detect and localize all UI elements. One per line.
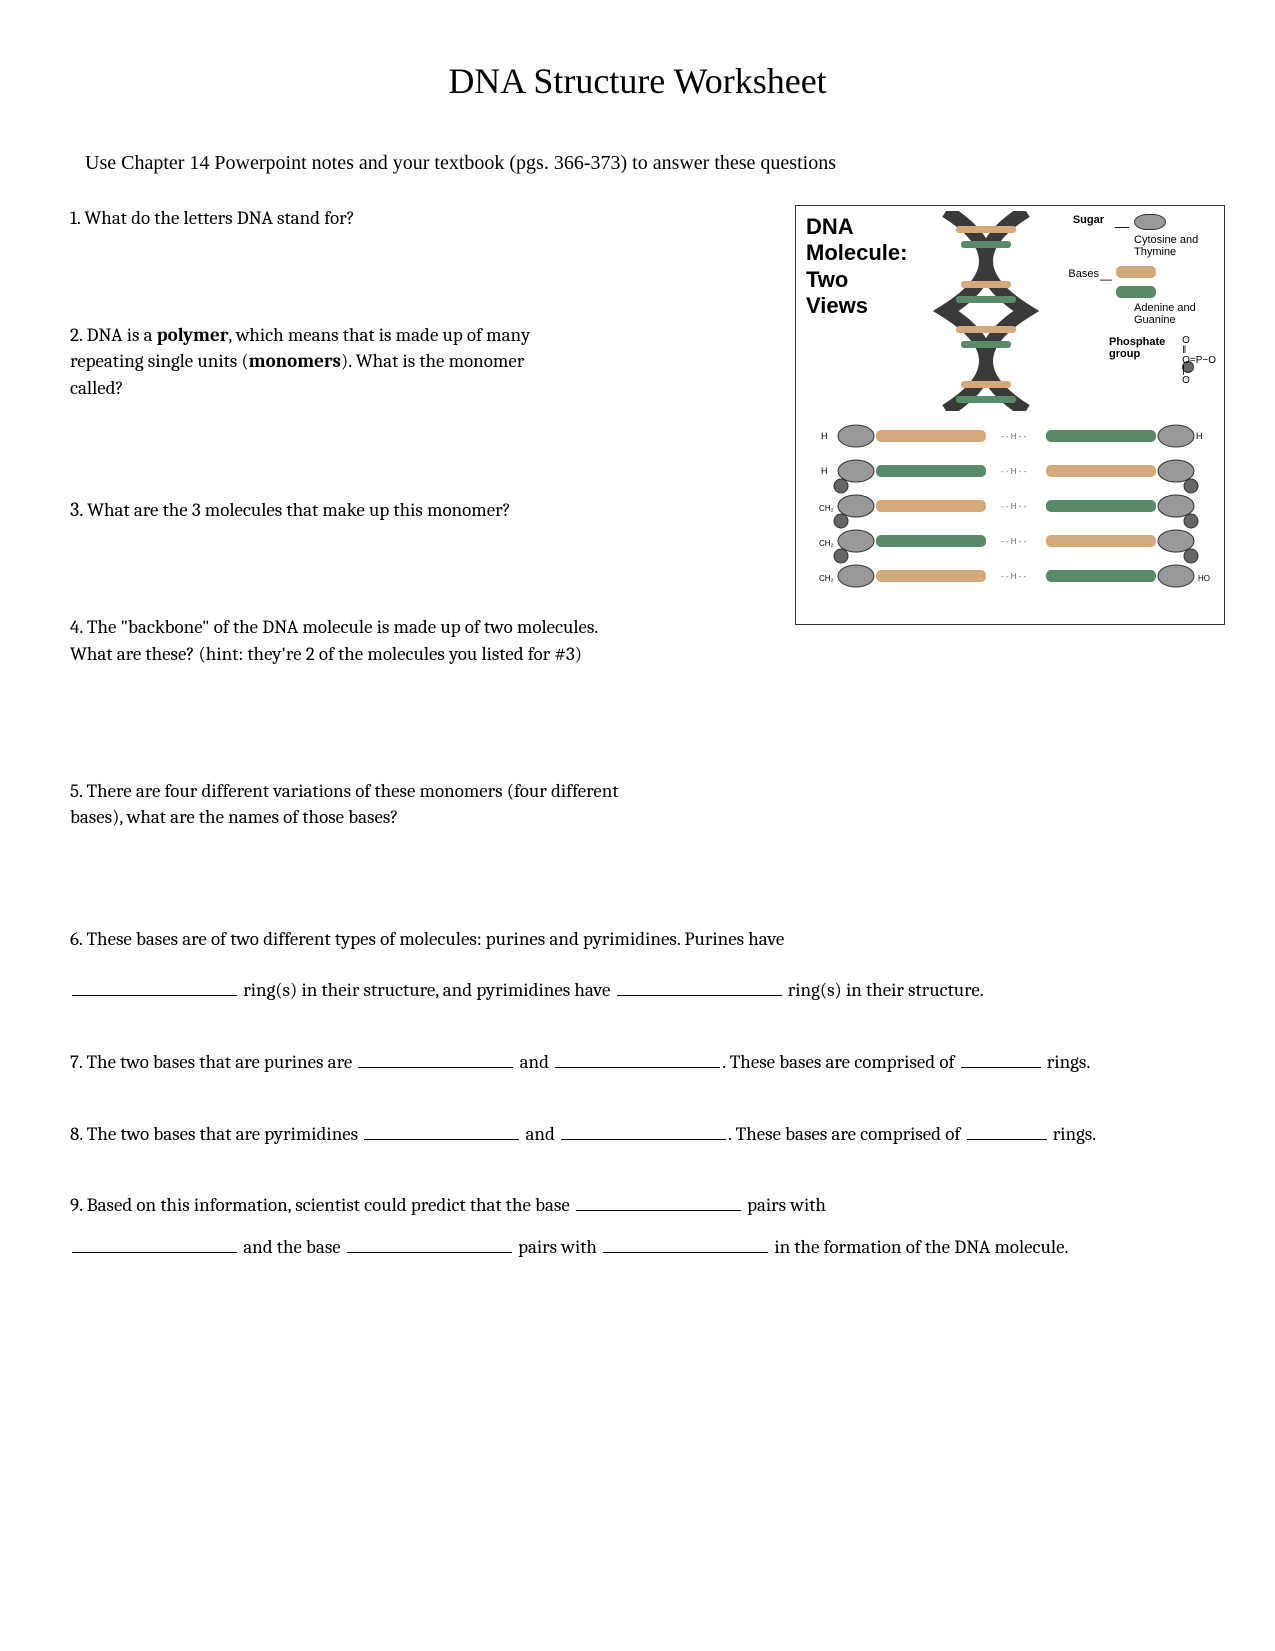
q2-bold-polymer: polymer bbox=[157, 324, 229, 346]
svg-text:- - H - -: - - H - - bbox=[1001, 537, 1027, 546]
q7-text-3: . These bases are comprised of bbox=[722, 1051, 954, 1073]
question-9: 9. Based on this information, scientist … bbox=[70, 1192, 1205, 1219]
svg-text:HO: HO bbox=[1198, 574, 1210, 583]
blank-7-3[interactable] bbox=[961, 1050, 1041, 1068]
question-7: 7. The two bases that are purines are an… bbox=[70, 1049, 1205, 1076]
q7-text-1: 7. The two bases that are purines are bbox=[70, 1051, 352, 1073]
label-sugar: Sugar bbox=[1073, 214, 1104, 226]
diagram-title-line2: Molecule: bbox=[806, 240, 907, 266]
ladder-svg: - - H - - H H - - H - - H bbox=[816, 416, 1216, 616]
diagram-title-line4: Views bbox=[806, 293, 907, 319]
blank-7-1[interactable] bbox=[358, 1050, 513, 1068]
content-area: DNA Molecule: Two Views Sugar — Cytosine… bbox=[70, 205, 1205, 1260]
label-bases: Bases bbox=[1068, 268, 1099, 280]
svg-text:- - H - -: - - H - - bbox=[1001, 572, 1027, 581]
blank-6-1[interactable] bbox=[72, 978, 237, 996]
q2-bold-monomers: monomers bbox=[249, 350, 341, 372]
q7-text-4: rings. bbox=[1047, 1051, 1090, 1073]
bases-dash: — bbox=[1100, 272, 1112, 286]
svg-text:CH₂: CH₂ bbox=[819, 574, 834, 583]
svg-text:H: H bbox=[821, 466, 828, 476]
blank-9-2[interactable] bbox=[72, 1235, 237, 1253]
dna-ladder: - - H - - H H - - H - - H bbox=[816, 416, 1214, 616]
svg-text:CH₂: CH₂ bbox=[819, 504, 834, 513]
question-3: 3. What are the 3 molecules that make up… bbox=[70, 496, 550, 524]
q8-text-1: 8. The two bases that are pyrimidines bbox=[70, 1123, 358, 1145]
q3-text: What are the 3 molecules that make up th… bbox=[87, 499, 511, 521]
question-9-continued: and the base pairs with in the formation… bbox=[70, 1234, 1205, 1261]
sugar-icon bbox=[1134, 214, 1166, 230]
blank-8-2[interactable] bbox=[561, 1122, 726, 1140]
sugar-dash: — bbox=[1115, 218, 1129, 234]
q8-text-3: . These bases are comprised of bbox=[728, 1123, 960, 1145]
dna-diagram: DNA Molecule: Two Views Sugar — Cytosine… bbox=[795, 205, 1225, 625]
ct-icon bbox=[1116, 266, 1156, 278]
svg-text:H: H bbox=[821, 431, 828, 441]
svg-text:H: H bbox=[1196, 431, 1203, 441]
q2-text-1: 2. DNA is a bbox=[70, 324, 157, 346]
phosphate-formula: O‖O=P−O|O bbox=[1182, 336, 1216, 386]
question-1: 1. What do the letters DNA stand for? bbox=[70, 205, 550, 232]
svg-text:CH₂: CH₂ bbox=[819, 539, 834, 548]
q3-number: 3. bbox=[70, 498, 87, 521]
q8-text-4: rings. bbox=[1053, 1123, 1096, 1145]
blank-8-1[interactable] bbox=[364, 1122, 519, 1140]
question-8: 8. The two bases that are pyrimidines an… bbox=[70, 1121, 1205, 1148]
q6b-text-1: ring(s) in their structure, and pyrimidi… bbox=[243, 979, 610, 1001]
helix-svg bbox=[926, 211, 1046, 411]
q9b-text-2: pairs with bbox=[518, 1236, 597, 1258]
q6b-text-2: ring(s) in their structure. bbox=[788, 979, 984, 1001]
q8-text-2: and bbox=[526, 1123, 555, 1145]
blank-8-3[interactable] bbox=[967, 1122, 1047, 1140]
blank-9-4[interactable] bbox=[603, 1235, 768, 1253]
question-6-continued: ring(s) in their structure, and pyrimidi… bbox=[70, 977, 1205, 1004]
blank-9-1[interactable] bbox=[576, 1193, 741, 1211]
blank-6-2[interactable] bbox=[617, 978, 782, 996]
q9-text-1: 9. Based on this information, scientist … bbox=[70, 1194, 570, 1216]
ag-icon bbox=[1116, 286, 1156, 298]
question-2: 2. DNA is a polymer, which means that is… bbox=[70, 322, 550, 402]
svg-text:- - H - -: - - H - - bbox=[1001, 467, 1027, 476]
label-cytosine-thymine: Cytosine and Thymine bbox=[1134, 234, 1214, 258]
question-5: 5. There are four different variations o… bbox=[70, 778, 630, 831]
diagram-title-line3: Two bbox=[806, 267, 907, 293]
blank-7-2[interactable] bbox=[555, 1050, 720, 1068]
worksheet-title: DNA Structure Worksheet bbox=[70, 60, 1205, 102]
question-6: 6. These bases are of two different type… bbox=[70, 926, 1205, 953]
svg-text:- - H - -: - - H - - bbox=[1001, 502, 1027, 511]
q7-text-2: and bbox=[520, 1051, 549, 1073]
q9-text-2: pairs with bbox=[747, 1194, 826, 1216]
diagram-title: DNA Molecule: Two Views bbox=[806, 214, 907, 320]
question-4: 4. The "backbone" of the DNA molecule is… bbox=[70, 614, 610, 667]
diagram-title-line1: DNA bbox=[806, 214, 907, 240]
dna-helix bbox=[926, 211, 1046, 411]
blank-9-3[interactable] bbox=[347, 1235, 512, 1253]
svg-text:- - H - -: - - H - - bbox=[1001, 432, 1027, 441]
label-phosphate: Phosphate group bbox=[1109, 336, 1179, 360]
q9b-text-3: in the formation of the DNA molecule. bbox=[774, 1236, 1068, 1258]
q9b-text-1: and the base bbox=[243, 1236, 341, 1258]
label-adenine-guanine: Adenine and Guanine bbox=[1134, 302, 1214, 326]
instructions-text: Use Chapter 14 Powerpoint notes and your… bbox=[85, 152, 1205, 175]
